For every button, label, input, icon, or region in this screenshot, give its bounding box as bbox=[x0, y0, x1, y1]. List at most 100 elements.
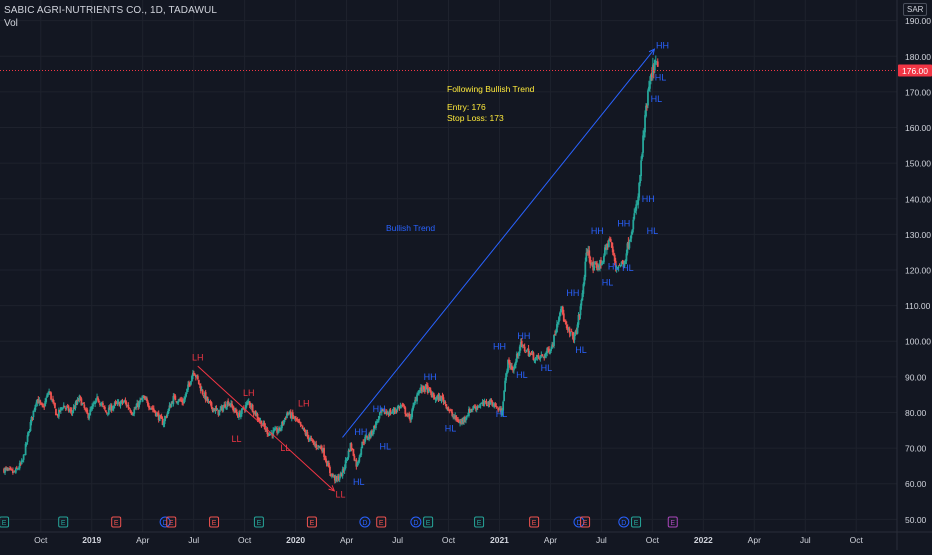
candle-body bbox=[60, 407, 63, 409]
time-tick-label: Oct bbox=[34, 535, 48, 545]
dividend-marker[interactable] bbox=[410, 516, 422, 528]
candle-body bbox=[164, 416, 167, 419]
candle-body bbox=[327, 463, 329, 466]
candle-body bbox=[333, 475, 336, 481]
earnings-marker[interactable] bbox=[631, 516, 642, 528]
earnings-marker[interactable] bbox=[423, 516, 434, 528]
earnings-marker[interactable] bbox=[253, 516, 264, 528]
candle-body bbox=[250, 405, 253, 408]
earnings-marker[interactable] bbox=[58, 516, 69, 528]
earnings-marker[interactable] bbox=[667, 516, 678, 528]
candle-body bbox=[329, 466, 331, 474]
dividend-marker[interactable] bbox=[359, 516, 371, 528]
candle-body bbox=[272, 430, 275, 436]
candle-body bbox=[480, 403, 483, 405]
candle-body bbox=[400, 405, 403, 406]
candle-body bbox=[72, 407, 75, 411]
earnings-marker[interactable] bbox=[0, 516, 10, 528]
candle-body bbox=[341, 469, 344, 476]
candle-body bbox=[245, 402, 248, 406]
candle-body bbox=[136, 402, 139, 407]
volume-indicator-label[interactable]: Vol bbox=[4, 18, 18, 29]
candle-body bbox=[484, 401, 487, 403]
dividend-marker[interactable] bbox=[159, 516, 171, 528]
candle-body bbox=[155, 413, 158, 417]
earnings-marker[interactable] bbox=[474, 516, 485, 528]
candle-body bbox=[295, 419, 298, 421]
candle-body bbox=[77, 399, 80, 401]
candle-body bbox=[10, 468, 12, 470]
candle-body bbox=[244, 404, 247, 410]
dividend-marker[interactable] bbox=[573, 516, 585, 528]
candle-body bbox=[332, 475, 335, 477]
candle-body bbox=[170, 402, 173, 407]
candle-body bbox=[611, 246, 614, 253]
candle-body bbox=[318, 445, 321, 447]
earnings-marker[interactable] bbox=[166, 516, 177, 528]
candle-body bbox=[34, 405, 37, 411]
candle-body bbox=[558, 317, 560, 323]
bullish-trend-arrowhead bbox=[648, 48, 656, 56]
candle-body bbox=[330, 473, 332, 477]
candle-body bbox=[88, 414, 91, 419]
swing-label-hl: HL bbox=[647, 226, 659, 236]
swing-label-hl: HL bbox=[602, 277, 614, 287]
earnings-marker[interactable] bbox=[111, 516, 122, 528]
candle-body bbox=[102, 405, 105, 407]
candle-body bbox=[587, 250, 590, 253]
candle-body bbox=[606, 243, 609, 247]
candle-body bbox=[522, 344, 525, 346]
candle-body bbox=[384, 412, 387, 415]
candle-body bbox=[308, 439, 311, 441]
candle-body bbox=[50, 392, 52, 400]
candle-body bbox=[527, 348, 530, 357]
note-title: Following Bullish Trend bbox=[447, 84, 535, 94]
candle-body bbox=[430, 392, 433, 398]
candle-body bbox=[46, 394, 49, 398]
candle-body bbox=[501, 410, 504, 416]
candle-body bbox=[410, 416, 413, 420]
candle-body bbox=[408, 413, 411, 417]
earnings-marker[interactable] bbox=[306, 516, 317, 528]
candle-body bbox=[204, 392, 207, 401]
candle-body bbox=[391, 411, 394, 413]
candle-body bbox=[198, 383, 201, 385]
candle-body bbox=[416, 394, 418, 402]
candle-body bbox=[124, 400, 127, 403]
candle-body bbox=[65, 406, 68, 408]
candle-body bbox=[297, 421, 300, 422]
swing-label-hh: HH bbox=[493, 342, 506, 352]
candle-body bbox=[529, 353, 532, 354]
candle-body bbox=[456, 419, 459, 421]
time-tick-label: Apr bbox=[544, 535, 557, 545]
candle-body bbox=[52, 398, 54, 402]
candle-body bbox=[388, 410, 391, 416]
earnings-marker[interactable] bbox=[529, 516, 540, 528]
candle-body bbox=[192, 372, 194, 377]
candle-body bbox=[159, 415, 162, 417]
candle-body bbox=[592, 261, 595, 271]
candle-body bbox=[145, 399, 147, 401]
dividend-marker[interactable] bbox=[618, 516, 630, 528]
bullish-trend-line[interactable] bbox=[342, 48, 655, 438]
candle-body bbox=[174, 395, 177, 401]
bearish-trend-line[interactable] bbox=[197, 365, 335, 492]
time-tick-label: Jul bbox=[596, 535, 607, 545]
earnings-marker[interactable] bbox=[209, 516, 220, 528]
candle-body bbox=[319, 446, 322, 448]
candle-body bbox=[510, 366, 512, 368]
candle-body bbox=[631, 229, 634, 235]
earnings-marker[interactable] bbox=[376, 516, 387, 528]
earnings-marker[interactable] bbox=[580, 516, 591, 528]
candle-body bbox=[182, 401, 185, 404]
candle-body bbox=[188, 383, 190, 385]
candle-body bbox=[45, 398, 48, 402]
candle-body bbox=[589, 256, 592, 265]
candle-body bbox=[499, 408, 502, 411]
candle-body bbox=[346, 457, 349, 460]
candle-body bbox=[26, 435, 29, 442]
candle-body bbox=[199, 385, 202, 392]
event-marker-letter: E bbox=[212, 520, 217, 527]
